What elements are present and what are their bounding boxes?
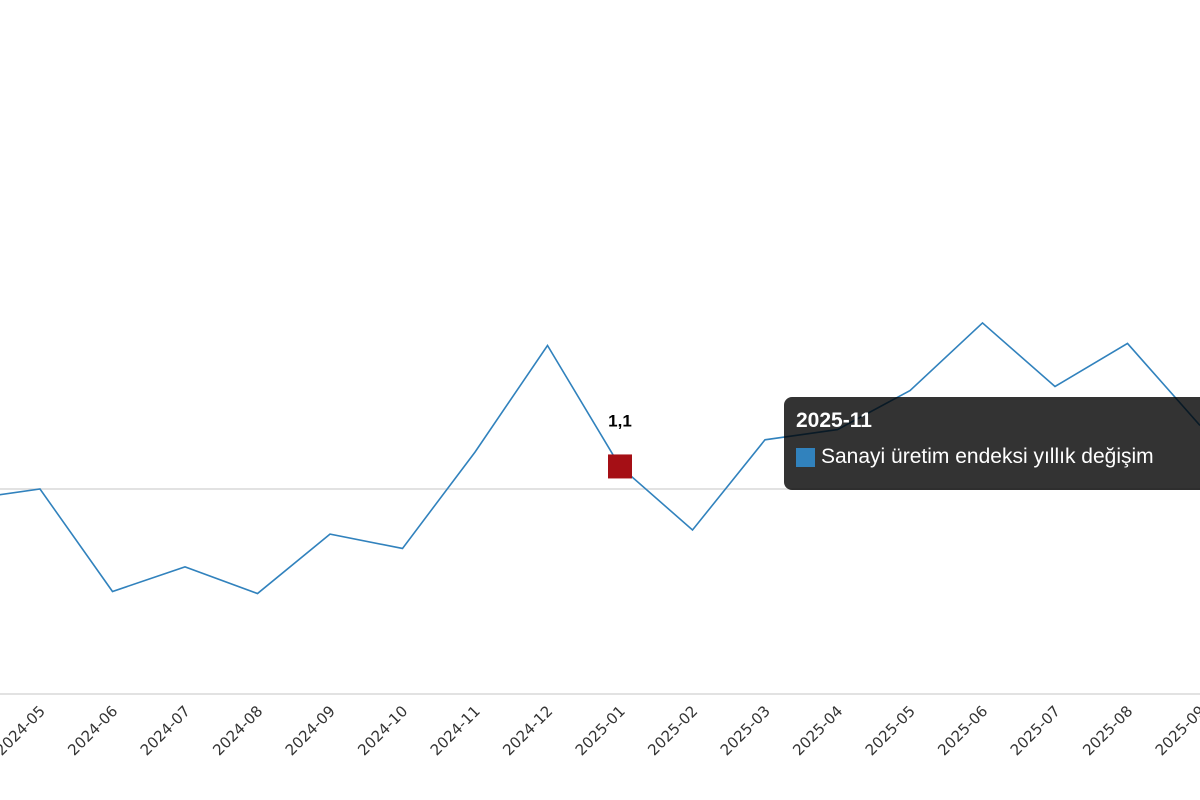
x-tick-label: 2024-10 (354, 702, 411, 759)
tooltip-title: 2025-11 (796, 409, 872, 432)
x-tick-label: 2024-08 (209, 702, 266, 759)
x-tick-label: 2025-07 (1007, 702, 1064, 759)
x-tick-label: 2025-08 (1079, 702, 1136, 759)
x-tick-label: 2025-03 (717, 702, 774, 759)
x-tick-label: 2024-11 (427, 702, 484, 759)
highlight-marker[interactable] (608, 454, 632, 479)
x-tick-label: 2025-04 (789, 702, 846, 759)
tooltip-series-label: Sanayi üretim endeksi yıllık değişim (821, 445, 1154, 468)
series-line (0, 321, 1200, 595)
x-tick-label: 2025-09 (1152, 702, 1200, 759)
tooltip-row: Sanayi üretim endeksi yıllık değişim (796, 443, 1200, 471)
x-tick-label: 2024-05 (0, 702, 49, 759)
x-tick-label: 2025-01 (572, 702, 629, 759)
x-tick-label: 2024-07 (137, 702, 194, 759)
data-label: 1,1 (608, 411, 632, 430)
x-tick-label: 2025-02 (644, 702, 701, 759)
tooltip: 2025-11 Sanayi üretim endeksi yıllık değ… (784, 397, 1200, 490)
x-tick-label: 2024-09 (282, 702, 339, 759)
series-swatch (796, 447, 815, 467)
x-tick-label: 2025-06 (934, 702, 991, 759)
x-tick-label: 2024-12 (499, 702, 556, 759)
x-tick-label: 2025-05 (862, 702, 919, 759)
x-tick-label: 2024-06 (64, 702, 121, 759)
